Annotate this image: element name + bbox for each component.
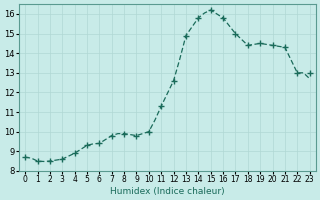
X-axis label: Humidex (Indice chaleur): Humidex (Indice chaleur) [110, 187, 225, 196]
